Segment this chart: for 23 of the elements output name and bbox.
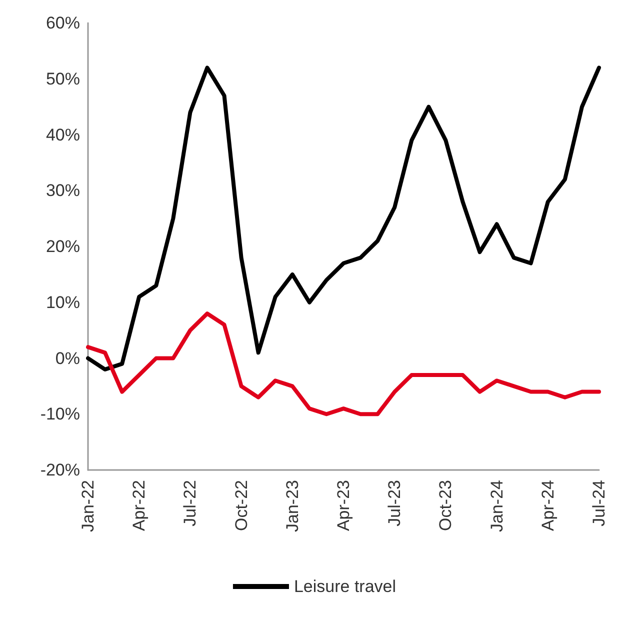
x-tick-label: Jan-23: [282, 480, 302, 532]
x-tick-label: Oct-22: [232, 480, 251, 532]
y-tick-label: -20%: [40, 460, 80, 480]
x-tick-label: Jan-24: [487, 480, 506, 532]
x-tick-label: Jul-22: [180, 480, 200, 526]
y-tick-label: 50%: [46, 69, 80, 88]
x-tick-label: Oct-23: [436, 480, 456, 532]
y-tick-label: 40%: [46, 125, 80, 144]
x-tick-label: Jul-24: [590, 480, 608, 526]
x-tick-label: Jan-22: [78, 480, 98, 532]
y-tick-label: 30%: [46, 181, 80, 200]
y-tick-label: -10%: [40, 404, 80, 424]
y-tick-label: 0%: [55, 348, 80, 368]
x-tick-label: Apr-23: [334, 480, 353, 532]
line-series: [86, 312, 601, 416]
x-tick-label: Jul-23: [385, 480, 404, 526]
x-tick-label: Apr-24: [538, 480, 558, 532]
y-tick-label: 20%: [46, 237, 80, 256]
line-series: [86, 66, 601, 372]
legend-label: Leisure travel: [294, 577, 396, 596]
y-tick-label: 10%: [46, 292, 80, 312]
y-tick-label: 60%: [46, 14, 80, 32]
x-tick-label: Apr-22: [130, 480, 149, 532]
